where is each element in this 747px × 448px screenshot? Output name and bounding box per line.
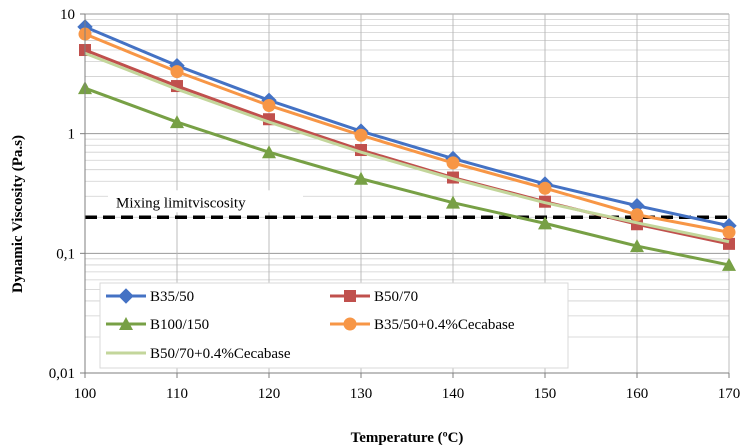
legend-item: B50/70+0.4%Cecabase [106, 346, 291, 362]
x-tick-label: 140 [442, 386, 465, 402]
data-point [538, 181, 552, 195]
legend-label: B50/70 [374, 289, 418, 305]
x-tick-label: 130 [350, 386, 373, 402]
series-line [84, 25, 730, 228]
data-point [354, 171, 368, 185]
series-line [84, 86, 730, 267]
data-point [446, 195, 460, 209]
x-tick-label: 110 [166, 386, 188, 402]
legend-marker [119, 317, 133, 330]
legend-label: B35/50 [150, 289, 194, 305]
y-tick-label: 1 [68, 127, 76, 143]
x-tick-label: 150 [534, 386, 557, 402]
data-point [722, 225, 736, 239]
data-point [262, 145, 276, 159]
y-axis-title: Dynamic Viscosity (Pa.s) [10, 135, 26, 293]
legend-label: B100/150 [150, 317, 209, 333]
x-tick-label: 170 [718, 386, 741, 402]
data-point [630, 239, 644, 253]
legend-label: B35/50+0.4%Cecabase [374, 317, 515, 333]
x-tick-label: 120 [258, 386, 281, 402]
legend-marker [118, 288, 134, 304]
legend-item: B50/70 [330, 289, 418, 305]
legend-marker [343, 317, 357, 331]
legend: B35/50 B50/70 B100/150 B35/50+0.4%Cecabase B… [99, 282, 569, 369]
mixing-limit-label: Mixing limitviscosity [116, 195, 246, 211]
y-tick-label: 10 [60, 7, 75, 23]
data-point [170, 115, 184, 129]
series-line [84, 32, 730, 234]
data-point [446, 156, 460, 170]
y-tick-label: 0,01 [49, 366, 75, 382]
gridlines [84, 13, 730, 374]
series-3 [78, 81, 736, 271]
legend-item: B100/150 [106, 317, 209, 333]
data-point [722, 257, 736, 271]
data-point [170, 65, 184, 79]
x-tick-label: 100 [74, 386, 97, 402]
legend-item: B35/50+0.4%Cecabase [330, 317, 515, 333]
axes: 100 110 120 130 140 150 160 170 10 1 0,1 0,01 [49, 7, 741, 402]
legend-marker [344, 290, 356, 302]
legend-item: B35/50 [106, 288, 194, 305]
series-5 [84, 51, 730, 244]
data-point [262, 98, 276, 112]
data-point [354, 128, 368, 142]
data-point [630, 208, 644, 222]
x-tick-label: 160 [626, 386, 649, 402]
data-point [538, 216, 552, 230]
y-tick-label: 0,1 [56, 246, 75, 262]
x-axis-title: Temperature (ºC) [351, 430, 464, 446]
series-line [84, 51, 730, 244]
reference-line-group: Mixing limitviscosity [85, 190, 729, 220]
series-4 [78, 27, 736, 239]
legend-label: B50/70+0.4%Cecabase [150, 346, 291, 362]
mixing-limit-label-bg [108, 190, 303, 213]
series-group [77, 19, 737, 271]
